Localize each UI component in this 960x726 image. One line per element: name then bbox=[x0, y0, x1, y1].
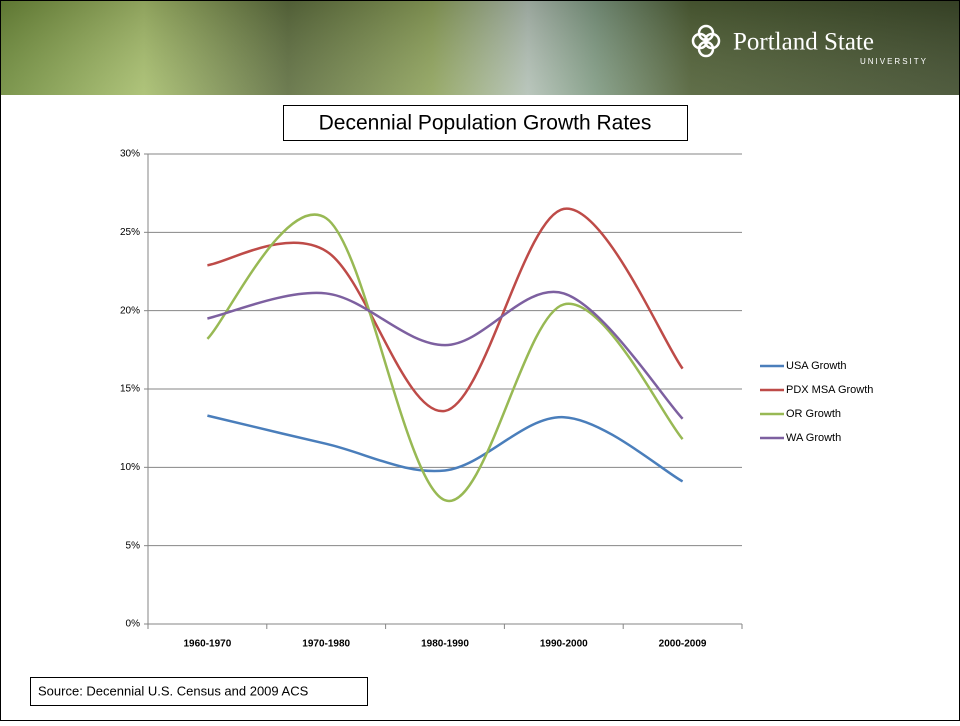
slide: Portland State UNIVERSITY Decennial Popu… bbox=[0, 0, 960, 721]
y-tick-label: 25% bbox=[120, 227, 140, 238]
x-tick-label: 1970-1980 bbox=[302, 639, 350, 650]
x-tick-label: 1980-1990 bbox=[421, 639, 469, 650]
legend-label: WA Growth bbox=[786, 432, 841, 444]
y-tick-label: 30% bbox=[120, 149, 140, 160]
legend-label: USA Growth bbox=[786, 360, 847, 372]
chart-title: Decennial Population Growth Rates bbox=[319, 112, 652, 135]
logo-title: Portland State bbox=[733, 29, 874, 56]
series-line bbox=[207, 215, 682, 501]
x-tick-label: 1960-1970 bbox=[183, 639, 231, 650]
series-line bbox=[207, 416, 682, 482]
source-note: Source: Decennial U.S. Census and 2009 A… bbox=[38, 683, 309, 698]
y-tick-label: 5% bbox=[126, 540, 141, 551]
series-line bbox=[207, 209, 682, 412]
y-tick-label: 15% bbox=[120, 384, 140, 395]
legend-label: OR Growth bbox=[786, 408, 841, 420]
logo-subtitle: UNIVERSITY bbox=[860, 57, 928, 66]
x-tick-label: 2000-2009 bbox=[659, 639, 707, 650]
x-tick-label: 1990-2000 bbox=[540, 639, 588, 650]
legend-label: PDX MSA Growth bbox=[786, 384, 873, 396]
y-tick-label: 10% bbox=[120, 462, 140, 473]
y-tick-label: 20% bbox=[120, 305, 140, 316]
y-tick-label: 0% bbox=[126, 619, 141, 630]
page: Portland State UNIVERSITY Decennial Popu… bbox=[0, 0, 960, 721]
